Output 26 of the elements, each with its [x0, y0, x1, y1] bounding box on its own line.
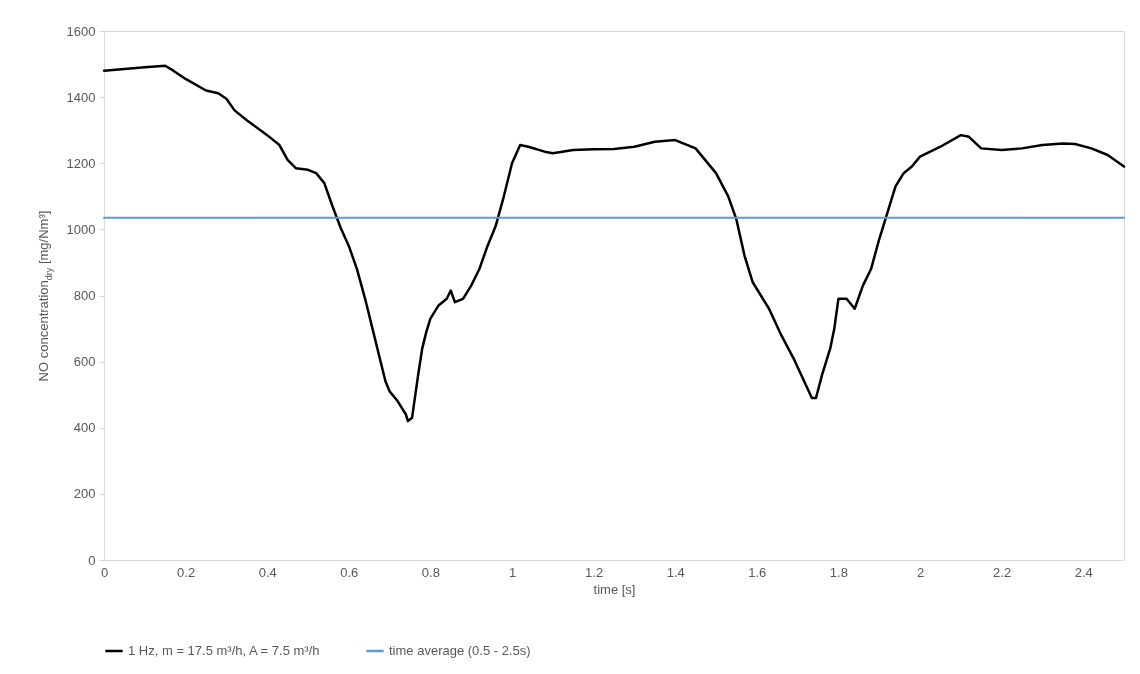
x-tick-label: 1.6 [748, 564, 767, 580]
y-tick-label: 400 [73, 420, 96, 436]
y-tick-label: 1600 [66, 23, 96, 39]
x-tick-label: 2.2 [993, 564, 1012, 580]
x-tick-label: 0.4 [258, 564, 277, 580]
y-tick-label: 600 [73, 354, 96, 370]
x-tick-label: 0.6 [340, 564, 359, 580]
x-axis-title: time [s] [593, 581, 636, 597]
y-tick-label: 200 [73, 486, 96, 502]
y-tick-label: 0 [88, 552, 96, 568]
x-tick-label: 1.4 [666, 564, 685, 580]
y-tick-label: 800 [73, 288, 96, 303]
x-tick-label: 2 [916, 564, 925, 580]
x-tick-label: 1.2 [585, 564, 604, 580]
x-tick-label: 1.8 [829, 564, 848, 580]
legend-label: 1 Hz, m = 17.5 m³/h, A = 7.5 m³/h [128, 643, 320, 658]
x-tick-label: 0 [100, 564, 109, 580]
line-series [102, 64, 1126, 423]
x-tick-label: 0.8 [421, 564, 440, 580]
x-tick-label: 1 [508, 564, 517, 580]
y-tick-label: 1200 [66, 155, 96, 171]
x-tick-label: 0.2 [177, 564, 196, 580]
legend-label: time average (0.5 - 2.5s) [389, 643, 531, 658]
x-tick-label: 2.4 [1074, 564, 1093, 580]
y-tick-label: 1000 [66, 221, 96, 237]
y-tick-label: 1400 [66, 89, 96, 105]
